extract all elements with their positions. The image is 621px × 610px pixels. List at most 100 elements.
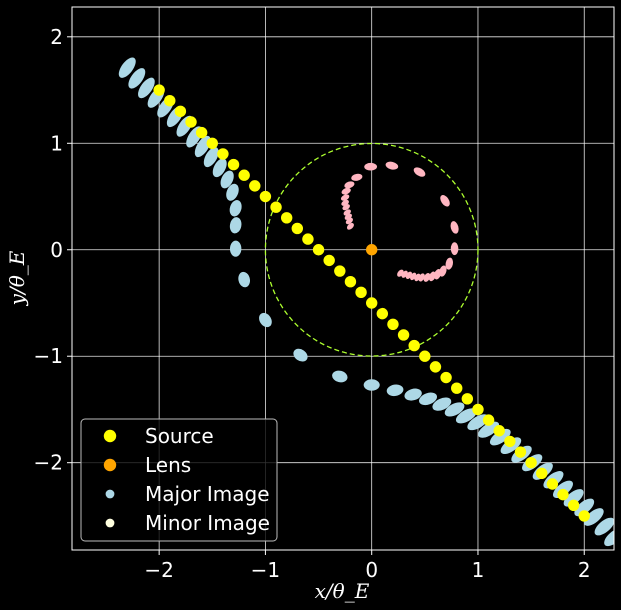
source-point	[334, 265, 346, 277]
source-point	[376, 307, 389, 320]
source-point	[238, 169, 250, 181]
major-image-point	[226, 183, 239, 201]
plot-frame	[71, 6, 615, 551]
source-point	[482, 414, 495, 426]
source-point	[429, 361, 442, 373]
major-image-point	[238, 271, 250, 288]
source-point	[451, 382, 463, 394]
source-point	[185, 116, 197, 128]
major-image-point	[118, 57, 136, 78]
source-point	[461, 393, 474, 405]
minor-image-point	[344, 181, 355, 189]
source-point	[504, 435, 516, 448]
major-image-point	[229, 200, 242, 217]
minor-image-point	[428, 271, 436, 282]
y-tick-label: 1	[50, 131, 63, 155]
major-image-point	[203, 147, 219, 168]
major-image-point	[128, 68, 146, 89]
source-point	[472, 403, 484, 416]
y-axis-label: y/θ_E	[5, 250, 29, 306]
source-point	[217, 148, 229, 160]
source-point	[525, 456, 537, 469]
source-point	[408, 339, 420, 352]
major-image-point	[229, 217, 242, 234]
legend-label-minor-image: Minor Image	[145, 511, 270, 535]
source-point	[280, 212, 293, 224]
source-point	[514, 446, 527, 458]
y-tick-label: 0	[50, 238, 63, 262]
einstein-ring	[264, 142, 479, 357]
major-image-point	[138, 77, 155, 99]
source-point	[302, 233, 314, 245]
legend-label-lens: Lens	[145, 453, 191, 477]
major-image-point	[332, 370, 348, 383]
major-image-point	[419, 392, 438, 406]
major-image-point	[432, 397, 452, 411]
source-point	[578, 510, 590, 522]
minor-image-point	[341, 187, 351, 195]
legend-marker-lens	[103, 458, 117, 472]
x-tick-label: 1	[472, 558, 485, 582]
legend: Source Lens Major Image Minor Image	[80, 418, 278, 542]
legend-marker-source	[103, 429, 117, 443]
source-point	[291, 222, 304, 235]
minor-image-point	[385, 161, 399, 170]
x-axis-label: x/θ_E	[315, 579, 370, 603]
source-point	[206, 137, 218, 149]
x-tick-label: −2	[144, 558, 173, 582]
minor-image-point	[343, 209, 351, 216]
major-image-point	[212, 158, 227, 178]
minor-image-point	[445, 257, 454, 270]
source-point	[536, 467, 548, 480]
minor-image-point	[397, 269, 404, 277]
minor-image-point	[351, 173, 363, 181]
minor-image-point	[433, 269, 442, 280]
source-point	[174, 105, 187, 118]
minor-image-point	[346, 222, 354, 230]
minor-image-point	[341, 199, 349, 206]
source-point	[557, 488, 569, 501]
source-point	[387, 318, 399, 330]
source-point	[440, 371, 452, 384]
source-point	[227, 158, 240, 171]
major-image-point	[386, 384, 404, 397]
source-point	[355, 286, 367, 299]
legend-marker-major-image	[105, 489, 115, 499]
y-tick-label: 2	[50, 25, 63, 49]
source-point	[312, 244, 325, 256]
source-point	[153, 84, 165, 96]
major-image-point	[404, 388, 422, 401]
major-image-point	[229, 240, 242, 257]
x-tick-label: 2	[578, 558, 591, 582]
source-point	[195, 126, 208, 139]
minor-image-point	[364, 162, 378, 171]
minor-image-point	[450, 221, 459, 234]
major-image-point	[444, 402, 465, 417]
x-tick-label: −1	[251, 558, 280, 582]
source-point	[323, 254, 335, 267]
major-image-point	[574, 498, 595, 517]
major-image-point	[363, 379, 380, 391]
major-image-point	[455, 408, 477, 424]
tick-marks: −2 −1 0 1 2 −2 −1 0 1 2	[34, 25, 591, 582]
source-point	[249, 180, 261, 192]
major-image-point	[594, 517, 614, 536]
source-point	[164, 94, 176, 107]
major-image-point	[293, 348, 308, 362]
data-marks	[118, 57, 614, 547]
major-image-point	[583, 508, 604, 526]
major-image-point	[220, 170, 234, 189]
minor-image-point	[450, 242, 459, 256]
major-image-point	[489, 428, 511, 446]
source-point	[270, 201, 282, 213]
major-image-point	[259, 312, 272, 328]
lens-point	[365, 244, 378, 256]
major-image-point	[478, 421, 500, 438]
minor-image-point	[413, 167, 426, 177]
source-point	[567, 499, 580, 511]
source-point	[344, 275, 357, 288]
y-tick-label: −1	[34, 344, 63, 368]
minor-image-point	[440, 195, 450, 207]
legend-marker-minor-image	[105, 518, 115, 528]
source-point	[259, 190, 272, 203]
